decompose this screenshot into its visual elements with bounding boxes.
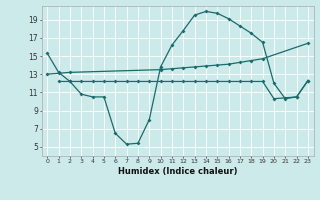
X-axis label: Humidex (Indice chaleur): Humidex (Indice chaleur): [118, 167, 237, 176]
